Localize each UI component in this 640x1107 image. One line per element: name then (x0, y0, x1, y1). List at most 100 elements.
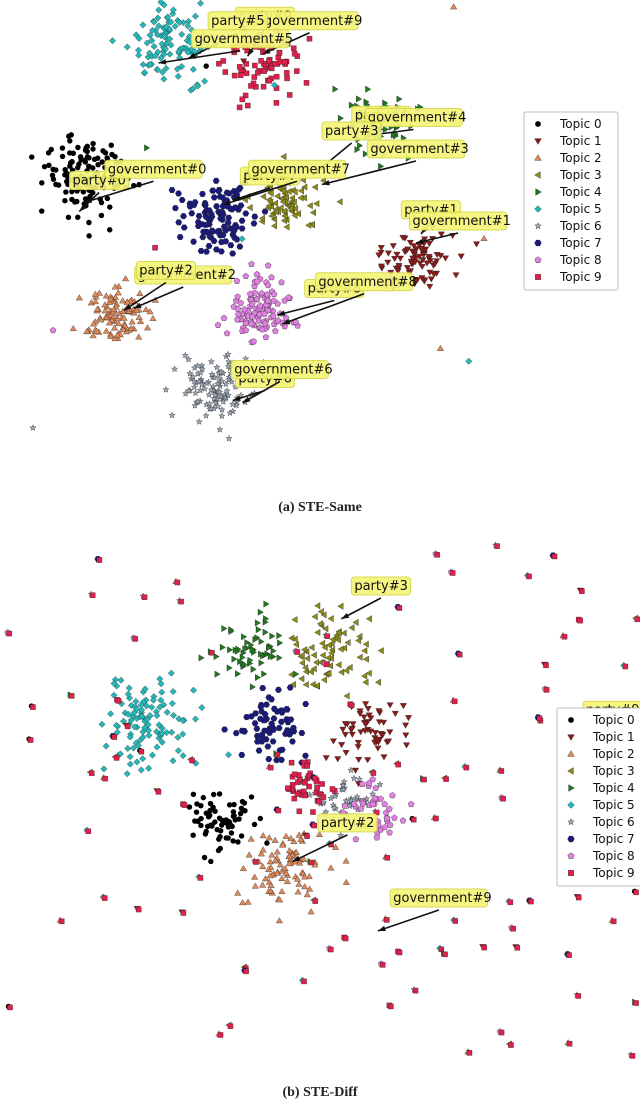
scatter-point-topic-6 (195, 377, 203, 385)
scatter-point-topic-5 (139, 755, 147, 763)
scatter-point-topic-8 (261, 310, 268, 317)
scatter-point-topic-9 (291, 771, 298, 778)
scatter-point-topic-4 (262, 628, 269, 636)
scatter-point-topic-7 (207, 234, 215, 241)
scatter-point-topic-7 (261, 208, 269, 215)
annotation-arrowhead (222, 199, 231, 206)
legend-marker-topic-6 (534, 222, 542, 230)
scatter-point-topic-8 (262, 333, 270, 340)
scatter-point-topic-3 (355, 637, 362, 645)
scatter-point-topic-6 (225, 434, 233, 442)
scatter-point-topic-4 (249, 646, 256, 654)
scatter-point-topic-4 (362, 150, 369, 158)
scatter-point-topic-6 (225, 358, 233, 365)
scatter-point-topic-1 (403, 265, 411, 272)
scatter-point-topic-9 (561, 633, 568, 640)
scatter-point-topic-9 (370, 770, 377, 776)
scatter-point-topic-0 (203, 63, 209, 69)
scatter-point-topic-6 (350, 774, 358, 782)
scatter-point-topic-7 (277, 718, 285, 725)
scatter-point-topic-8 (261, 320, 269, 327)
legend: Topic 0 Topic 1 Topic 2 Topic 3 Topic 4 Topic… (556, 707, 640, 887)
scatter-point-topic-0 (190, 832, 196, 838)
scatter-point-topic-3 (313, 682, 320, 690)
scatter-point-topic-5 (152, 52, 159, 60)
scatter-point-topic-5 (117, 676, 125, 684)
scatter-point-topic-0 (251, 821, 258, 828)
scatter-point-topic-3 (320, 177, 327, 185)
scatter-point-topic-3 (267, 189, 274, 197)
scatter-point-topic-5 (130, 744, 138, 752)
scatter-point-topic-2 (137, 318, 145, 324)
scatter-point-topic-0 (216, 791, 223, 797)
scatter-point-topic-2 (120, 314, 128, 321)
scatter-point-topic-9 (266, 77, 273, 84)
scatter-point-topic-9 (288, 759, 295, 766)
scatter-point-topic-7 (195, 213, 203, 219)
scatter-point-topic-5 (141, 69, 148, 76)
scatter-point-topic-8 (391, 814, 398, 821)
scatter-point-topic-6 (347, 766, 355, 774)
scatter-point-topic-8 (268, 273, 275, 281)
scatter-point-topic-3 (356, 653, 363, 661)
scatter-point-topic-3 (311, 183, 318, 191)
scatter-point-topic-1 (341, 721, 349, 728)
scatter-point-topic-1 (386, 702, 394, 709)
scatter-point-topic-8 (242, 319, 250, 326)
scatter-point-topic-3 (306, 202, 313, 210)
legend-label: Topic 9 (559, 270, 602, 284)
scatter-point-topic-3 (281, 207, 287, 215)
annotation-box (408, 211, 508, 231)
scatter-point-topic-0 (235, 839, 241, 845)
scatter-point-topic-9 (266, 58, 272, 64)
scatter-point-topic-5 (156, 703, 164, 711)
scatter-point-topic-0 (90, 140, 96, 147)
scatter-point-topic-7 (235, 186, 243, 193)
scatter-point-topic-4 (383, 125, 390, 133)
legend-label: Topic 0 (592, 713, 635, 727)
scatter-point-topic-8 (270, 312, 277, 319)
legend-label: Topic 3 (559, 168, 602, 182)
scatter-point-topic-1 (349, 721, 357, 728)
scatter-point-topic-4 (244, 639, 251, 647)
scatter-point-topic-0 (39, 180, 45, 186)
scatter-point-topic-0 (217, 828, 224, 834)
scatter-point-topic-7 (212, 177, 220, 184)
scatter-point-topic-0 (215, 847, 222, 854)
legend-label: Topic 0 (559, 117, 602, 131)
scatter-point-topic-1 (430, 271, 438, 278)
legend-label: Topic 7 (592, 832, 635, 846)
scatter-point-topic-4 (257, 608, 264, 616)
scatter-point-topic-8 (49, 326, 57, 334)
scatter-point-topic-0 (46, 162, 52, 169)
scatter-point-topic-0 (223, 835, 229, 841)
scatter-point-topic-8 (274, 317, 282, 324)
scatter-point-topic-9 (543, 687, 550, 693)
scatter-point-topic-7 (298, 730, 306, 736)
scatter-point-topic-1 (406, 239, 414, 246)
scatter-point-topic-9 (275, 807, 282, 814)
scatter-point-topic-9 (303, 80, 310, 86)
scatter-point-topic-3 (283, 223, 290, 231)
scatter-point-topic-7 (190, 238, 197, 245)
scatter-point-topic-2 (278, 874, 286, 881)
scatter-point-topic-8 (234, 305, 242, 312)
scatter-point-topic-2 (265, 834, 273, 841)
scatter-point-topic-8 (383, 815, 391, 822)
scatter-point-topic-3 (282, 194, 289, 202)
scatter-point-topic-9 (526, 573, 532, 580)
scatter-point-topic-1 (402, 722, 410, 729)
scatter-point-topic-3 (298, 675, 305, 683)
scatter-point-topic-9 (433, 815, 439, 822)
scatter-point-topic-5 (146, 61, 154, 68)
scatter-point-topic-4 (277, 639, 284, 647)
scatter-point-topic-5 (141, 724, 149, 732)
scatter-point-topic-2 (303, 891, 311, 898)
scatter-point-topic-4 (226, 664, 233, 672)
scatter-point-topic-7 (208, 213, 216, 220)
scatter-point-topic-9 (328, 946, 334, 953)
scatter-point-topic-6 (185, 355, 192, 363)
annotation-box (191, 29, 290, 49)
scatter-point-topic-9 (115, 698, 122, 704)
scatter-point-topic-1 (396, 255, 404, 262)
